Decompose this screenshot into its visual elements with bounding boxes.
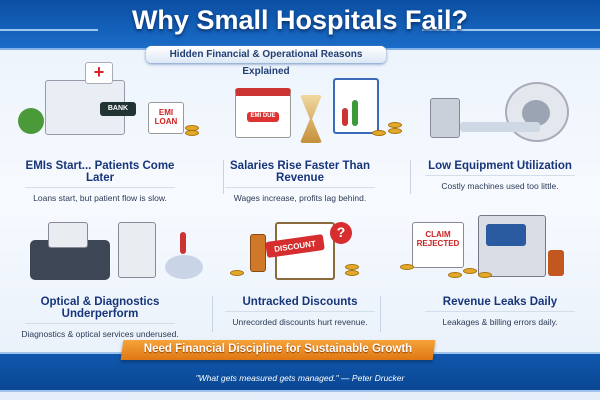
- card-subtitle: Loans start, but patient flow is slow.: [33, 193, 167, 203]
- card-subtitle: Wages increase, profits lag behind.: [233, 193, 367, 203]
- quote: "What gets measured gets managed." — Pet…: [195, 373, 405, 383]
- divider: [0, 29, 98, 31]
- card-subtitle: Costly machines used too little.: [441, 181, 559, 191]
- card-optical: Optical & Diagnostics Underperform Diagn…: [0, 296, 200, 339]
- card-title: Untracked Discounts: [225, 296, 375, 312]
- card-title: EMIs Start... Patients Come Later: [25, 160, 175, 188]
- card-emis: EMIs Start... Patients Come Later Loans …: [0, 160, 200, 203]
- card-revenue-leaks: Revenue Leaks Daily Leakages & billing e…: [400, 296, 600, 327]
- page-title: Why Small Hospitals Fail?: [131, 5, 469, 35]
- divider: [410, 160, 411, 194]
- card-title: Salaries Rise Faster Than Revenue: [225, 160, 375, 188]
- emi-due-label: EMI DUE: [250, 113, 276, 119]
- call-to-action-text: Need Financial Discipline for Sustainabl…: [143, 343, 413, 355]
- bank-sign: BANK: [107, 105, 129, 112]
- claim-rejected-stamp: CLAIM REJECTED: [416, 230, 460, 248]
- card-title: Revenue Leaks Daily: [425, 296, 575, 312]
- divider: [223, 160, 224, 194]
- card-subtitle: Diagnostics & optical services underused…: [21, 329, 179, 339]
- card-title: Low Equipment Utilization: [425, 160, 575, 176]
- emi-loan-doc: EMI LOAN: [154, 108, 178, 126]
- page-subtitle: Hidden Financial & Operational Reasons E…: [146, 46, 386, 77]
- card-title: Optical & Diagnostics Underperform: [25, 296, 175, 324]
- card-subtitle: Unrecorded discounts hurt revenue.: [232, 317, 368, 327]
- card-subtitle: Leakages & billing errors daily.: [442, 317, 558, 327]
- divider: [380, 296, 381, 332]
- divider: [422, 29, 600, 31]
- divider: [212, 296, 213, 332]
- card-equipment: Low Equipment Utilization Costly machine…: [400, 160, 600, 191]
- question-mark-icon: ?: [336, 224, 346, 240]
- card-discounts: Untracked Discounts Unrecorded discounts…: [200, 296, 400, 327]
- card-salaries: Salaries Rise Faster Than Revenue Wages …: [200, 160, 400, 203]
